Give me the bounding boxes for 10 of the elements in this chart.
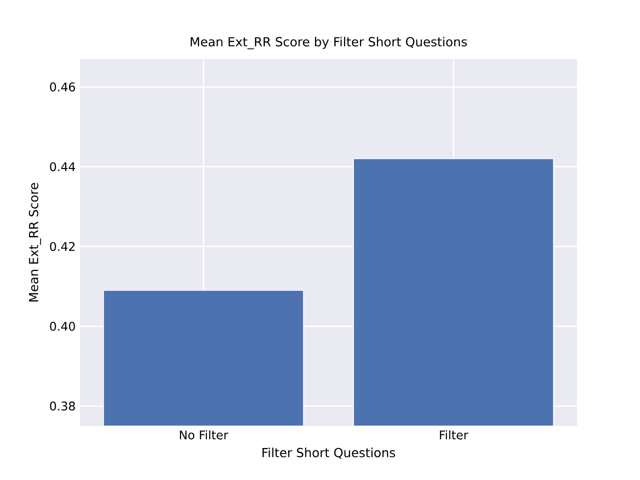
x-axis-title: Filter Short Questions <box>262 448 396 459</box>
y-tick-label: 0.40 <box>50 322 75 331</box>
chart-title: Mean Ext_RR Score by Filter Short Questions <box>190 36 467 50</box>
y-tick-label: 0.46 <box>50 82 75 92</box>
x-tick-label: No Filter <box>180 430 228 440</box>
x-tick-label: Filter <box>440 430 468 440</box>
y-tick-label: 0.38 <box>50 402 75 411</box>
y-tick-label: 0.44 <box>50 162 76 172</box>
y-tick-label: 0.42 <box>50 242 75 251</box>
y-axis-title: Mean Ext_RR Score <box>28 182 42 302</box>
